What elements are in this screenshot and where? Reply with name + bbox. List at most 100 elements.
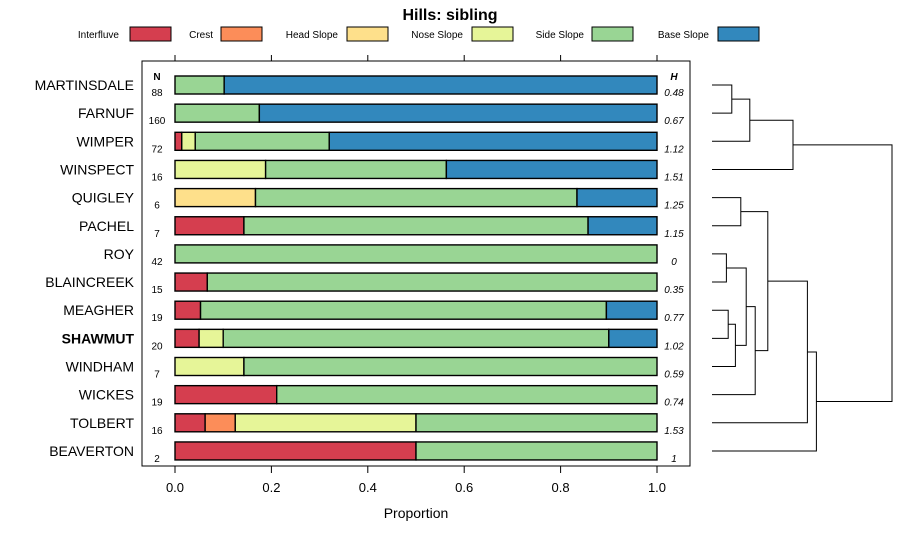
bar-segment xyxy=(587,216,658,236)
row-label: WINSPECT xyxy=(60,161,134,177)
bar-segment xyxy=(181,131,196,152)
bar-segment xyxy=(243,216,589,236)
h-value: 0.59 xyxy=(664,370,684,381)
legend-swatch xyxy=(717,26,760,42)
n-value: 19 xyxy=(151,313,163,324)
h-value: 1.15 xyxy=(664,229,684,240)
plot-frame xyxy=(141,60,691,467)
bar-segment xyxy=(576,187,658,208)
bar-segment xyxy=(174,384,278,405)
bar-segment xyxy=(174,187,257,208)
bar-segment xyxy=(223,75,658,95)
bar-segment xyxy=(174,216,245,236)
row-label: BEAVERTON xyxy=(49,443,134,459)
legend: Interfluve Crest Head Slope Nose Slope Side … xyxy=(78,26,760,42)
dendrogram-branch xyxy=(726,267,747,346)
bar-segment xyxy=(415,413,658,433)
bar-segment xyxy=(174,328,200,349)
dendrogram-branch xyxy=(712,309,729,339)
bar-segment xyxy=(445,159,658,180)
bar-segment xyxy=(174,75,225,95)
bar-segment xyxy=(174,244,658,264)
chart-title: Hills: sibling xyxy=(402,7,497,24)
n-value: 42 xyxy=(151,257,163,268)
bar-segment xyxy=(258,103,658,123)
n-value: 88 xyxy=(151,88,163,99)
bar-segment xyxy=(276,384,658,405)
h-value: 1.25 xyxy=(664,201,684,212)
n-value: 15 xyxy=(151,285,163,296)
bar-segment xyxy=(174,413,206,433)
row-label: TOLBERT xyxy=(70,415,135,431)
h-header: H xyxy=(670,72,678,83)
n-header: N xyxy=(153,72,160,83)
bar-segment xyxy=(605,300,658,320)
h-value: 0.77 xyxy=(664,313,684,324)
dendrogram-branch xyxy=(712,98,751,142)
h-value: 1.51 xyxy=(664,172,683,183)
bar-segment xyxy=(174,272,208,292)
legend-swatch xyxy=(591,26,634,42)
bar-segment xyxy=(204,413,236,433)
dendrogram-branch xyxy=(740,211,769,352)
n-value: 16 xyxy=(151,172,163,183)
bar-segment xyxy=(199,300,608,320)
bar-segment xyxy=(174,131,183,152)
x-axis-label: Proportion xyxy=(384,505,449,521)
legend-swatch xyxy=(129,26,172,42)
h-value: 0.35 xyxy=(664,285,684,296)
bar-segment xyxy=(243,356,658,377)
h-value: 1 xyxy=(671,454,677,465)
h-value: 0.67 xyxy=(664,116,684,127)
bar-segment xyxy=(254,187,578,208)
row-label: FARNUF xyxy=(78,105,134,121)
n-value: 20 xyxy=(151,341,163,352)
n-value: 19 xyxy=(151,398,163,409)
row-label: WINDHAM xyxy=(66,359,134,375)
row-label: MARTINSDALE xyxy=(35,77,134,93)
legend-swatch xyxy=(220,26,263,42)
dendrogram-branch xyxy=(712,119,794,170)
x-tick-label: 0.2 xyxy=(262,480,280,495)
bar-segment xyxy=(174,159,267,180)
legend-label: Nose Slope xyxy=(411,30,463,41)
x-tick-label: 0.4 xyxy=(359,480,377,495)
h-value: 1.12 xyxy=(664,144,684,155)
n-value: 7 xyxy=(154,229,160,240)
dendrogram-branch xyxy=(712,306,756,396)
row-label: BLAINCREEK xyxy=(45,274,134,290)
x-tick-label: 0.6 xyxy=(455,480,473,495)
row-label: ROY xyxy=(104,246,135,262)
legend-label: Side Slope xyxy=(536,30,585,41)
row-labels: MARTINSDALE FARNUF WIMPER WINSPECT QUIGLEY PA… xyxy=(35,77,135,459)
bar-segment xyxy=(174,300,202,320)
dendrogram xyxy=(712,84,893,452)
bars xyxy=(174,75,658,461)
bar-segment xyxy=(174,103,261,123)
bar-segment xyxy=(206,272,658,292)
n-column: N 88 160 72 16 6 7 42 15 19 20 7 19 16 2 xyxy=(149,72,166,465)
h-value: 0.74 xyxy=(664,398,684,409)
h-value: 0 xyxy=(671,257,677,268)
h-column: H 0.48 0.67 1.12 1.51 1.25 1.15 0 0.35 0.77 1.02 0… xyxy=(664,72,684,465)
n-value: 16 xyxy=(151,426,163,437)
row-label: QUIGLEY xyxy=(72,190,135,206)
row-label: WICKES xyxy=(79,387,134,403)
x-tick-label: 1.0 xyxy=(648,480,666,495)
legend-label: Head Slope xyxy=(286,30,339,41)
legend-swatch xyxy=(346,26,389,42)
bar-segment xyxy=(198,328,224,349)
bar-segment xyxy=(234,413,417,433)
legend-swatch xyxy=(471,26,514,42)
bar-segment xyxy=(194,131,330,152)
h-value: 1.53 xyxy=(664,426,684,437)
bar-segment xyxy=(608,328,658,349)
h-value: 0.48 xyxy=(664,88,684,99)
h-value: 1.02 xyxy=(664,341,684,352)
dendrogram-branch xyxy=(712,323,736,367)
n-value: 72 xyxy=(151,144,163,155)
x-tick-label: 0.0 xyxy=(166,480,184,495)
bar-segment xyxy=(415,441,658,461)
bar-segment xyxy=(174,356,245,377)
